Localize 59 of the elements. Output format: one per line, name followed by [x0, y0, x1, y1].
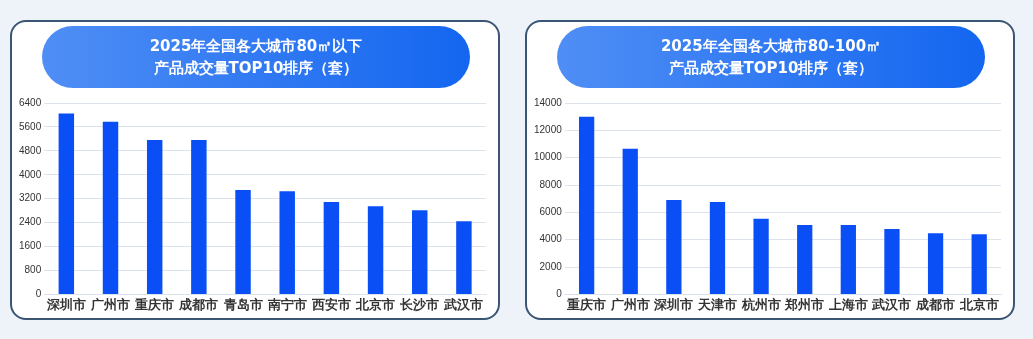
- y-tick-label: 10000: [534, 151, 563, 163]
- x-tick-label: 广州市: [90, 296, 131, 312]
- bar: [323, 201, 340, 294]
- y-tick-label: 0: [556, 288, 563, 300]
- y-tick-label: 4000: [19, 168, 42, 180]
- bar: [840, 224, 856, 294]
- x-tick-label: 成都市: [178, 296, 219, 312]
- y-tick-label: 8000: [539, 178, 563, 190]
- bar: [797, 224, 813, 294]
- bar: [884, 229, 900, 294]
- y-tick-label: 6000: [539, 206, 563, 218]
- x-tick-label: 上海市: [827, 296, 868, 312]
- x-tick-label: 长沙市: [399, 296, 440, 312]
- y-tick-label: 1600: [19, 240, 42, 252]
- y-tick-label: 2000: [539, 260, 563, 272]
- bar: [971, 234, 987, 294]
- x-tick-label: 天津市: [696, 296, 737, 312]
- bar: [279, 191, 295, 294]
- bar: [102, 121, 119, 294]
- y-tick-label: 5600: [19, 120, 42, 132]
- x-tick-label: 武汉市: [443, 296, 484, 312]
- y-tick-label: 12000: [534, 124, 563, 136]
- bar: [146, 140, 163, 294]
- bar: [578, 116, 595, 294]
- x-tick-label: 北京市: [355, 296, 396, 312]
- x-tick-label: 深圳市: [45, 296, 86, 312]
- y-tick-label: 2400: [19, 216, 42, 228]
- y-tick-label: 6400: [19, 96, 42, 108]
- x-tick-label: 北京市: [958, 296, 999, 312]
- x-tick-label: 西安市: [310, 296, 351, 312]
- x-tick-label: 成都市: [915, 296, 956, 312]
- x-tick-label: 青岛市: [222, 296, 263, 312]
- bar: [58, 113, 75, 294]
- bar: [622, 148, 638, 294]
- y-tick-label: 3200: [19, 192, 42, 204]
- bar: [191, 140, 207, 294]
- x-tick-label: 郑州市: [784, 296, 825, 312]
- chart-title: 2025年全国各大城市80㎡以下产品成交量TOP10排序（套）: [148, 36, 364, 79]
- x-tick-label: 杭州市: [740, 296, 781, 312]
- x-tick-label: 重庆市: [566, 296, 607, 312]
- x-tick-label: 武汉市: [871, 296, 912, 312]
- bar: [709, 201, 726, 294]
- bar: [456, 221, 472, 294]
- bar: [666, 199, 682, 294]
- y-tick-label: 14000: [534, 96, 563, 108]
- x-tick-label: 深圳市: [653, 296, 694, 312]
- bar: [753, 218, 769, 294]
- x-tick-label: 南宁市: [266, 296, 307, 312]
- y-tick-label: 0: [35, 288, 42, 300]
- bar: [235, 190, 251, 294]
- x-tick-label: 重庆市: [134, 296, 175, 312]
- chart-title: 2025年全国各大城市80-100㎡产品成交量TOP10排序（套）: [659, 36, 883, 79]
- bar: [412, 210, 428, 294]
- y-tick-label: 4000: [539, 233, 563, 245]
- y-tick-label: 4800: [19, 144, 42, 156]
- x-tick-label: 广州市: [609, 296, 650, 312]
- bar: [927, 233, 944, 294]
- bar: [367, 206, 384, 294]
- y-tick-label: 800: [24, 264, 42, 276]
